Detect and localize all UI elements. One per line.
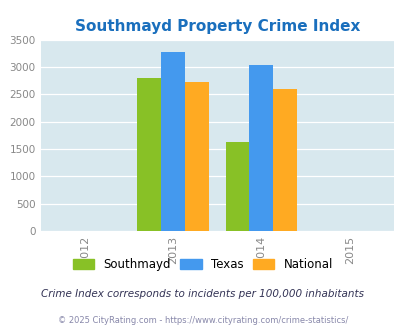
Legend: Southmayd, Texas, National: Southmayd, Texas, National: [68, 253, 337, 276]
Bar: [249, 65, 273, 231]
Bar: [185, 82, 208, 231]
Title: Southmayd Property Crime Index: Southmayd Property Crime Index: [75, 19, 359, 34]
Bar: [225, 143, 249, 231]
Text: © 2025 CityRating.com - https://www.cityrating.com/crime-statistics/: © 2025 CityRating.com - https://www.city…: [58, 316, 347, 325]
Bar: [161, 52, 185, 231]
Bar: [137, 78, 161, 231]
Text: Crime Index corresponds to incidents per 100,000 inhabitants: Crime Index corresponds to incidents per…: [41, 289, 364, 299]
Bar: [273, 89, 296, 231]
